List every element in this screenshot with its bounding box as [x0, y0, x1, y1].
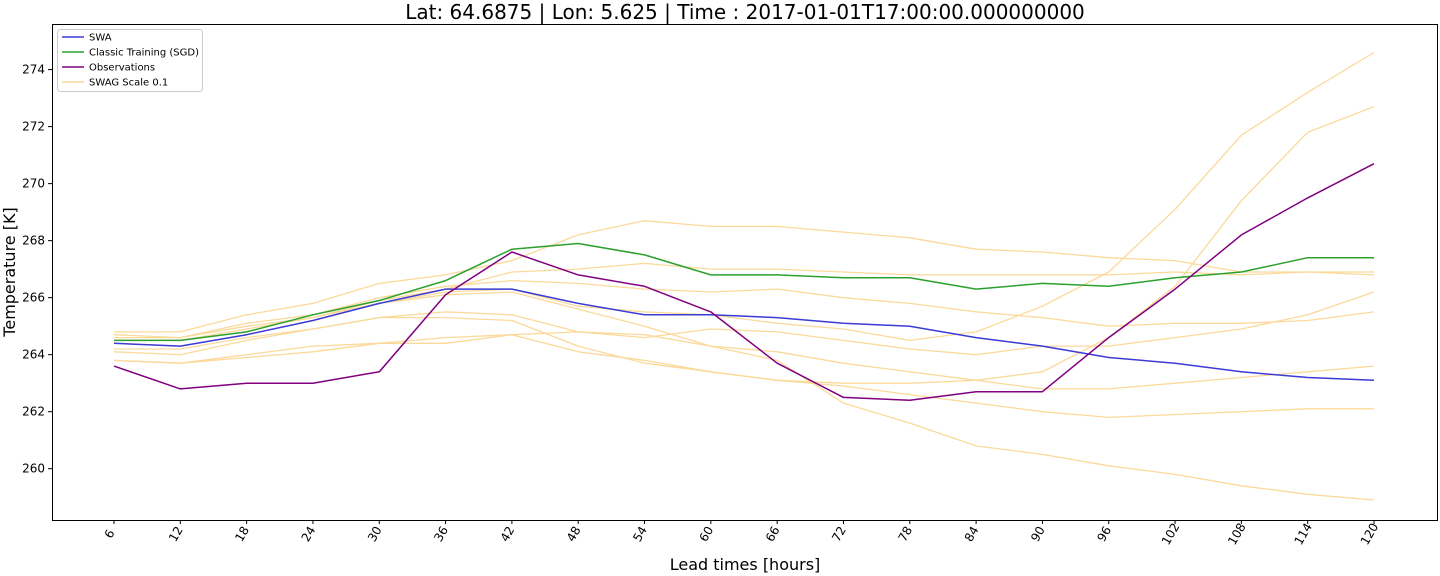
x-axis-title: Lead times [hours] [670, 555, 821, 574]
x-tick-label: 42 [498, 524, 518, 544]
legend-label: SWAG Scale 0.1 [89, 78, 168, 89]
series-line-swag-scale-0-1-0 [113, 106, 1375, 384]
series-line-swag-scale-0-1-7 [113, 51, 1375, 347]
y-axis: 260 262 264 266 268 270 272 274 [22, 63, 52, 476]
series-line-swag-scale-0-1-1 [114, 220, 1374, 333]
x-tick-label: 96 [1094, 524, 1114, 544]
legend-label: Classic Training (SGD) [89, 48, 199, 59]
x-tick-label: 48 [564, 524, 584, 544]
series-line-swa-9 [113, 288, 1375, 382]
plot-area-frame [52, 24, 1438, 521]
series-layer [113, 51, 1375, 501]
legend-label: Observations [89, 63, 155, 74]
x-tick-label: 72 [829, 524, 849, 544]
legend: SWA Classic Training (SGD) Observations SWA… [57, 29, 203, 92]
x-tick-label: 24 [299, 524, 319, 544]
series-line-swag-scale-0-1-5 [113, 334, 1374, 419]
y-axis-title: Temperature [K] [0, 207, 19, 337]
x-axis: 6 12 18 24 30 36 42 48 54 60 66 72 78 84 90 96 102 108 114… [102, 520, 1382, 548]
x-tick-label: 12 [166, 524, 186, 544]
y-tick-label: 266 [22, 291, 45, 305]
x-tick-label: 54 [630, 524, 650, 544]
x-tick-label: 120 [1358, 521, 1382, 548]
x-tick-label: 30 [365, 524, 385, 544]
y-tick-label: 268 [22, 234, 45, 248]
series-line-swag-scale-0-1-3 [114, 291, 1375, 356]
x-tick-label: 102 [1159, 521, 1183, 548]
series-line-classic-training-sgd-10 [114, 242, 1374, 342]
x-tick-label: 6 [102, 527, 118, 541]
y-tick-label: 272 [22, 120, 45, 134]
series-line-swag-scale-0-1-2 [114, 279, 1375, 339]
x-tick-label: 108 [1225, 521, 1249, 548]
series-line-swag-scale-0-1-4 [113, 331, 1375, 390]
legend-box [57, 29, 203, 92]
y-tick-label: 262 [22, 405, 45, 419]
x-tick-label: 60 [696, 524, 716, 544]
y-tick-label: 264 [22, 348, 45, 362]
y-tick-label: 270 [22, 177, 45, 191]
legend-label: SWA [89, 33, 112, 44]
series-line-observations-11 [113, 163, 1375, 402]
x-tick-label: 114 [1291, 521, 1315, 548]
x-tick-label: 18 [232, 524, 252, 544]
y-tick-label: 260 [22, 462, 45, 476]
x-tick-label: 84 [962, 524, 982, 544]
x-tick-label: 66 [763, 524, 783, 544]
y-tick-label: 274 [22, 63, 45, 77]
chart-title: Lat: 64.6875 | Lon: 5.625 | Time : 2017-… [405, 0, 1085, 24]
x-tick-label: 78 [895, 524, 915, 544]
series-line-swag-scale-0-1-8 [114, 262, 1375, 342]
x-tick-label: 90 [1028, 524, 1048, 544]
x-tick-label: 36 [431, 524, 451, 544]
